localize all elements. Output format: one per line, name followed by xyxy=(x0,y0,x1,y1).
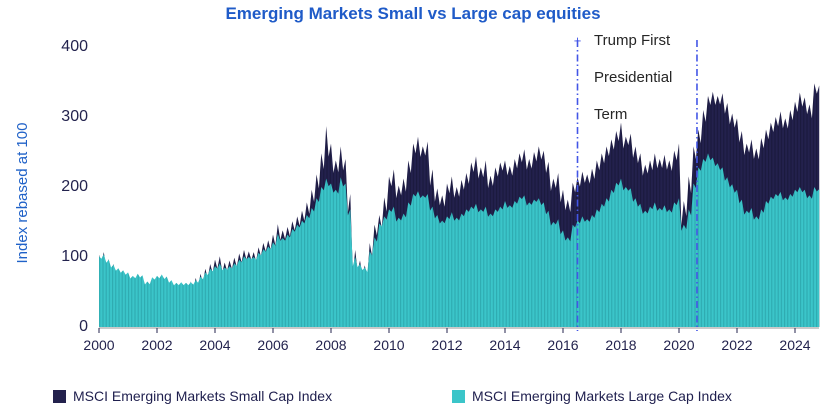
axes-group xyxy=(98,327,819,333)
x-tick-label: 2008 xyxy=(315,337,347,353)
x-tick-label: 2004 xyxy=(199,337,231,353)
y-tick-label: 200 xyxy=(61,178,88,195)
x-tick-label: 2006 xyxy=(257,337,289,353)
large-cap-legend-label: MSCI Emerging Markets Large Cap Index xyxy=(472,388,732,404)
annotation-line-1: Trump First xyxy=(594,32,671,49)
x-tick-label: 2010 xyxy=(373,337,405,353)
large-cap-area-texture xyxy=(99,153,820,327)
x-tick-label: 2020 xyxy=(663,337,695,353)
chart-title: Emerging Markets Small vs Large cap equi… xyxy=(225,4,601,23)
small-cap-legend-swatch xyxy=(53,389,66,403)
annotation-line-3: Term xyxy=(594,106,628,123)
x-tick-label: 2012 xyxy=(431,337,463,353)
large-cap-legend-swatch xyxy=(452,389,465,403)
vertical-marker-lines: + xyxy=(574,33,698,331)
small-cap-legend-label: MSCI Emerging Markets Small Cap Index xyxy=(73,388,333,404)
x-tick-label: 2014 xyxy=(489,337,521,353)
x-tick-label: 2000 xyxy=(83,337,115,353)
y-tick-label: 100 xyxy=(61,248,88,265)
y-tick-label: 0 xyxy=(79,318,88,335)
y-tick-label: 400 xyxy=(61,38,88,55)
y-tick-label: 300 xyxy=(61,108,88,125)
area-series-group xyxy=(99,83,820,328)
plus-marker: + xyxy=(574,33,582,48)
x-tick-label: 2016 xyxy=(547,337,579,353)
x-tick-label: 2022 xyxy=(721,337,753,353)
legend-item-small-cap: MSCI Emerging Markets Small Cap Index xyxy=(53,388,332,404)
x-tick-label: 2024 xyxy=(779,337,811,353)
x-tick-label: 2018 xyxy=(605,337,637,353)
annotation-line-2: Presidential xyxy=(594,69,673,86)
legend-item-large-cap: MSCI Emerging Markets Large Cap Index xyxy=(452,388,732,404)
annotation-trump-term: Trump First Presidential Term xyxy=(594,31,672,142)
x-tick-label: 2002 xyxy=(141,337,173,353)
